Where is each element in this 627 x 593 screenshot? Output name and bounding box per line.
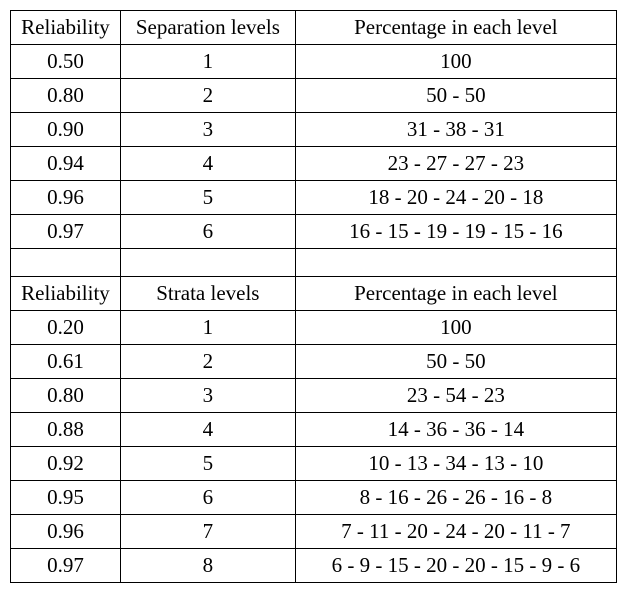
table2-reliability-cell: 0.95 <box>11 481 121 515</box>
table1-percentage-cell: 100 <box>295 45 616 79</box>
table2-levels-cell: 3 <box>120 379 295 413</box>
table2-levels-cell: 5 <box>120 447 295 481</box>
table1-percentage-cell: 16 - 15 - 19 - 19 - 15 - 16 <box>295 215 616 249</box>
table-row: 0.201100 <box>11 311 617 345</box>
table1-levels-cell: 3 <box>120 113 295 147</box>
table2-reliability-cell: 0.88 <box>11 413 121 447</box>
table2-header-percentage: Percentage in each level <box>295 277 616 311</box>
reliability-table: Reliability Separation levels Percentage… <box>10 10 617 583</box>
table-row: 0.61250 - 50 <box>11 345 617 379</box>
table1-percentage-cell: 50 - 50 <box>295 79 616 113</box>
table-row: 0.9786 - 9 - 15 - 20 - 20 - 15 - 9 - 6 <box>11 549 617 583</box>
table1-levels-cell: 6 <box>120 215 295 249</box>
table-row: 0.94423 - 27 - 27 - 23 <box>11 147 617 181</box>
table2-levels-cell: 4 <box>120 413 295 447</box>
table-row: 0.88414 - 36 - 36 - 14 <box>11 413 617 447</box>
table2-percentage-cell: 50 - 50 <box>295 345 616 379</box>
table1-percentage-cell: 23 - 27 - 27 - 23 <box>295 147 616 181</box>
table-row: 0.96518 - 20 - 24 - 20 - 18 <box>11 181 617 215</box>
table2-reliability-cell: 0.20 <box>11 311 121 345</box>
table-row: 0.90331 - 38 - 31 <box>11 113 617 147</box>
table2-percentage-cell: 23 - 54 - 23 <box>295 379 616 413</box>
table1-reliability-cell: 0.94 <box>11 147 121 181</box>
table2-levels-cell: 1 <box>120 311 295 345</box>
table1-reliability-cell: 0.50 <box>11 45 121 79</box>
table-row: 0.501100 <box>11 45 617 79</box>
table1-levels-cell: 2 <box>120 79 295 113</box>
table1-body: 0.5011000.80250 - 500.90331 - 38 - 310.9… <box>11 45 617 249</box>
table1-levels-cell: 4 <box>120 147 295 181</box>
table2-levels-cell: 6 <box>120 481 295 515</box>
table2-reliability-cell: 0.61 <box>11 345 121 379</box>
table-row: 0.97616 - 15 - 19 - 19 - 15 - 16 <box>11 215 617 249</box>
table2-percentage-cell: 100 <box>295 311 616 345</box>
table2-header-row: Reliability Strata levels Percentage in … <box>11 277 617 311</box>
spacer-row <box>11 249 617 277</box>
table2-reliability-cell: 0.97 <box>11 549 121 583</box>
table2-reliability-cell: 0.92 <box>11 447 121 481</box>
table1-percentage-cell: 18 - 20 - 24 - 20 - 18 <box>295 181 616 215</box>
table1-levels-cell: 5 <box>120 181 295 215</box>
table1-header-reliability: Reliability <box>11 11 121 45</box>
table2-header-reliability: Reliability <box>11 277 121 311</box>
table2-percentage-cell: 10 - 13 - 34 - 13 - 10 <box>295 447 616 481</box>
table1-reliability-cell: 0.80 <box>11 79 121 113</box>
table1-levels-cell: 1 <box>120 45 295 79</box>
table1-reliability-cell: 0.97 <box>11 215 121 249</box>
table2-levels-cell: 2 <box>120 345 295 379</box>
table2-body: 0.2011000.61250 - 500.80323 - 54 - 230.8… <box>11 311 617 583</box>
table2-levels-cell: 8 <box>120 549 295 583</box>
table1-reliability-cell: 0.96 <box>11 181 121 215</box>
table-row: 0.80323 - 54 - 23 <box>11 379 617 413</box>
table1-header-row: Reliability Separation levels Percentage… <box>11 11 617 45</box>
table2-percentage-cell: 8 - 16 - 26 - 26 - 16 - 8 <box>295 481 616 515</box>
table2-percentage-cell: 6 - 9 - 15 - 20 - 20 - 15 - 9 - 6 <box>295 549 616 583</box>
table-row: 0.80250 - 50 <box>11 79 617 113</box>
table1-header-separation: Separation levels <box>120 11 295 45</box>
table2-percentage-cell: 14 - 36 - 36 - 14 <box>295 413 616 447</box>
table2-reliability-cell: 0.80 <box>11 379 121 413</box>
table-row: 0.92510 - 13 - 34 - 13 - 10 <box>11 447 617 481</box>
table1-percentage-cell: 31 - 38 - 31 <box>295 113 616 147</box>
table1-header-percentage: Percentage in each level <box>295 11 616 45</box>
table2-header-strata: Strata levels <box>120 277 295 311</box>
table-row: 0.9568 - 16 - 26 - 26 - 16 - 8 <box>11 481 617 515</box>
table1-reliability-cell: 0.90 <box>11 113 121 147</box>
